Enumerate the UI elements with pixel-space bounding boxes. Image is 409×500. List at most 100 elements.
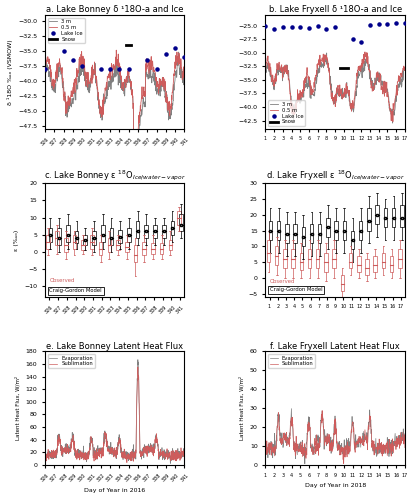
Bar [92, 232, 96, 245]
Sublimation [132, 451, 137, 457]
Bar [83, 235, 87, 245]
Bar [101, 224, 105, 242]
Sublimation [182, 450, 187, 456]
Title: b. Lake Fryxell δ ¹18O-a and Ice: b. Lake Fryxell δ ¹18O-a and Ice [269, 5, 402, 14]
3 m [43, 72, 47, 78]
Bar [118, 230, 122, 243]
0.5 m [109, 64, 114, 70]
Bar [64, 238, 67, 252]
Lake Ice [116, 65, 123, 73]
Bar [180, 214, 183, 232]
3 m [133, 148, 138, 154]
Sublimation [135, 364, 140, 370]
Sublimation [127, 452, 132, 458]
Lake Ice [42, 65, 48, 73]
3 m [330, 96, 335, 102]
Sublimation [149, 444, 154, 450]
Sublimation [124, 460, 129, 466]
Bar [47, 235, 50, 248]
Lake Ice [97, 65, 104, 73]
Lake Ice [60, 47, 67, 55]
Evaporation [182, 452, 187, 458]
0.5 m [362, 49, 367, 55]
Bar [373, 256, 377, 272]
3 m [390, 120, 395, 126]
Lake Ice [181, 53, 188, 61]
Bar [142, 242, 146, 256]
0.5 m [182, 70, 187, 75]
Bar [127, 228, 131, 241]
Lake Ice [349, 36, 356, 44]
3 m [109, 76, 114, 82]
Sublimation [346, 443, 351, 449]
Evaporation [330, 444, 335, 450]
3 m [126, 74, 130, 80]
Line: Sublimation: Sublimation [265, 410, 405, 464]
Bar [301, 228, 305, 246]
Legend: 3 m, 0.5 m, Lake Ice, Snow: 3 m, 0.5 m, Lake Ice, Snow [268, 100, 305, 126]
Lake Ice [375, 20, 382, 28]
Bar [81, 240, 85, 250]
0.5 m [346, 92, 351, 98]
Y-axis label: δ ¹18O ‰ₒ (VSMOW): δ ¹18O ‰ₒ (VSMOW) [7, 39, 13, 104]
Line: 0.5 m: 0.5 m [45, 50, 184, 144]
Evaporation [289, 406, 294, 411]
Bar [153, 224, 157, 238]
Y-axis label: Latent Heat Flux, W/m²: Latent Heat Flux, W/m² [239, 376, 244, 440]
Evaporation [131, 454, 136, 460]
Bar [324, 252, 328, 272]
Bar [341, 274, 344, 290]
Bar [57, 228, 61, 245]
Title: d. Lake Fryxell ε $^{18}$O$_{Ice/water-vapor}$: d. Lake Fryxell ε $^{18}$O$_{Ice/water-v… [266, 168, 405, 183]
Bar [398, 250, 402, 268]
Evaporation [330, 442, 335, 448]
Line: Sublimation: Sublimation [45, 367, 184, 462]
Y-axis label: ε (‰ₒ): ε (‰ₒ) [14, 230, 19, 250]
Lake Ice [332, 24, 338, 32]
Bar [283, 250, 287, 268]
Bar [99, 242, 102, 256]
Evaporation [135, 356, 140, 362]
Lake Ice [79, 62, 85, 70]
Bar [335, 221, 338, 240]
Evaporation [51, 448, 56, 454]
0.5 m [179, 66, 184, 72]
0.5 m [110, 74, 115, 80]
Bar [151, 244, 155, 254]
Evaporation [346, 451, 351, 457]
Bar [66, 224, 70, 242]
Lake Ice [288, 24, 295, 32]
Evaporation [402, 430, 407, 436]
Bar [55, 232, 59, 245]
Bar [382, 252, 385, 268]
3 m [330, 90, 335, 96]
X-axis label: Day of Year in 2018: Day of Year in 2018 [305, 483, 366, 488]
Line: 0.5 m: 0.5 m [265, 52, 405, 122]
Bar [351, 230, 354, 250]
Bar [134, 245, 137, 262]
Bar [177, 210, 181, 224]
Lake Ice [315, 22, 321, 30]
Bar [144, 224, 148, 238]
Title: c. Lake Bonney ε $^{18}$O$_{Ice/water-vapor}$: c. Lake Bonney ε $^{18}$O$_{Ice/water-va… [44, 168, 186, 183]
Evaporation [302, 461, 307, 467]
Bar [365, 259, 369, 274]
Sublimation [330, 448, 335, 454]
Bar [367, 208, 371, 231]
0.5 m [330, 97, 335, 103]
Line: 3 m: 3 m [265, 53, 405, 123]
Bar [292, 250, 295, 268]
0.5 m [378, 72, 382, 78]
Title: a. Lake Bonney δ ¹18O-a and Ice: a. Lake Bonney δ ¹18O-a and Ice [46, 5, 184, 14]
Text: Craig-Gordon Model: Craig-Gordon Model [270, 288, 322, 292]
Bar [267, 240, 270, 262]
3 m [110, 80, 115, 86]
Bar [316, 250, 319, 268]
Evaporation [127, 452, 132, 458]
3 m [339, 90, 344, 96]
0.5 m [338, 90, 343, 96]
Lake Ice [163, 50, 169, 58]
Text: Craig-Gordon Model: Craig-Gordon Model [49, 288, 102, 293]
Sublimation [402, 444, 407, 450]
Bar [160, 244, 164, 254]
